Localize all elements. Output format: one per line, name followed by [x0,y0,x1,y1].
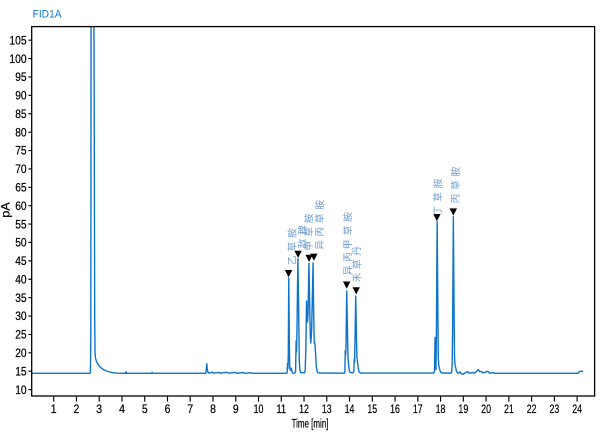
svg-text:11: 11 [276,402,286,416]
svg-text:6: 6 [165,402,171,416]
svg-text:9: 9 [233,402,239,416]
svg-text:19: 19 [458,402,468,416]
svg-text:FID1A: FID1A [33,8,63,20]
svg-text:3: 3 [96,402,102,416]
svg-text:30: 30 [15,309,27,323]
svg-text:20: 20 [15,346,27,360]
svg-text:25: 25 [15,328,27,342]
svg-text:10: 10 [15,383,27,397]
svg-text:85: 85 [15,107,27,121]
svg-text:4: 4 [119,402,125,416]
svg-text:14: 14 [345,402,355,416]
svg-text:18: 18 [436,402,446,416]
svg-text:10: 10 [254,402,264,416]
svg-text:24: 24 [572,402,582,416]
svg-text:35: 35 [15,291,27,305]
svg-text:50: 50 [15,236,27,250]
svg-text:100: 100 [9,52,26,66]
svg-text:7: 7 [187,402,193,416]
svg-text:21: 21 [504,402,514,416]
svg-text:22: 22 [527,402,537,416]
svg-text:95: 95 [15,70,27,84]
svg-text:23: 23 [549,402,559,416]
svg-text:Time [min]: Time [min] [292,416,329,430]
svg-text:75: 75 [15,144,27,158]
svg-text:8: 8 [210,402,216,416]
svg-text:12: 12 [299,402,309,416]
svg-text:105: 105 [9,33,26,47]
svg-text:65: 65 [15,181,27,195]
svg-text:40: 40 [15,272,27,286]
svg-text:5: 5 [142,402,148,416]
svg-text:15: 15 [15,364,27,378]
svg-text:20: 20 [481,402,491,416]
svg-text:13: 13 [322,402,332,416]
svg-text:80: 80 [15,125,27,139]
svg-text:2: 2 [74,402,80,416]
svg-text:16: 16 [390,402,400,416]
svg-text:45: 45 [15,254,27,268]
svg-text:1: 1 [51,402,57,416]
svg-text:60: 60 [15,199,27,213]
svg-text:15: 15 [367,402,377,416]
svg-text:17: 17 [413,402,423,416]
svg-text:pA: pA [0,201,12,217]
svg-text:55: 55 [15,217,27,231]
svg-text:70: 70 [15,162,27,176]
svg-text:90: 90 [15,89,27,103]
